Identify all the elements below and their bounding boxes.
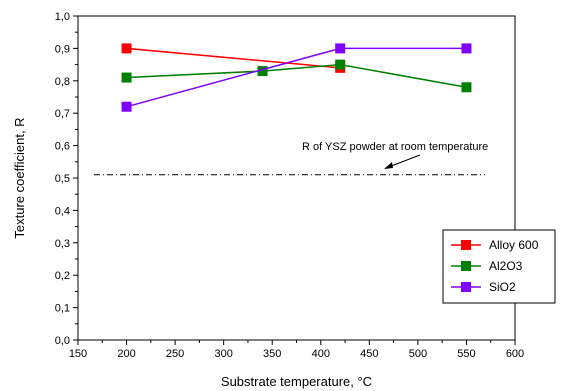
- data-point-1-3: [461, 82, 472, 93]
- annotation-arrowhead: [384, 162, 393, 169]
- data-point-0-0: [121, 43, 132, 54]
- x-tick-label-400: 400: [312, 348, 330, 360]
- legend-label-0: Alloy 600: [489, 238, 539, 252]
- y-tick-label-1: 0,1: [55, 303, 70, 315]
- data-point-1-1: [257, 66, 268, 77]
- x-tick-label-350: 350: [263, 348, 281, 360]
- x-tick-label-550: 550: [457, 348, 475, 360]
- y-tick-label-4: 0,4: [55, 205, 70, 217]
- x-tick-label-600: 600: [506, 348, 524, 360]
- data-point-2-1: [335, 43, 346, 54]
- annotation-text: R of YSZ powder at room temperature: [302, 141, 488, 153]
- x-tick-label-200: 200: [117, 348, 135, 360]
- data-point-1-2: [335, 59, 346, 70]
- y-tick-label-2: 0,2: [55, 270, 70, 282]
- x-tick-label-150: 150: [69, 348, 87, 360]
- x-tick-label-450: 450: [360, 348, 378, 360]
- series-line-1: [126, 63, 467, 89]
- x-tick-label-500: 500: [409, 348, 427, 360]
- legend-marker-2: [461, 282, 471, 292]
- y-tick-label-7: 0,7: [55, 108, 70, 120]
- x-tick-label-300: 300: [214, 348, 232, 360]
- data-point-1-0: [121, 72, 132, 83]
- y-tick-label-3: 0,3: [55, 238, 70, 250]
- y-tick-label-6: 0,6: [55, 141, 70, 153]
- y-tick-label-10: 1,0: [55, 11, 70, 23]
- data-point-2-0: [121, 101, 132, 112]
- x-axis-title: Substrate temperature, °C: [221, 374, 372, 389]
- y-tick-label-5: 0,5: [55, 173, 70, 185]
- legend-marker-0: [461, 240, 471, 250]
- legend-label-1: Al2O3: [489, 259, 523, 273]
- series-line-0: [126, 47, 341, 69]
- data-point-2-2: [461, 43, 472, 54]
- y-tick-label-9: 0,9: [55, 43, 70, 55]
- y-tick-label-8: 0,8: [55, 76, 70, 88]
- y-axis-title: Texture coefficient, R: [12, 117, 27, 238]
- x-tick-label-250: 250: [166, 348, 184, 360]
- y-tick-label-0: 0,0: [55, 335, 70, 347]
- legend-marker-1: [461, 261, 471, 271]
- legend-label-2: SiO2: [489, 280, 516, 294]
